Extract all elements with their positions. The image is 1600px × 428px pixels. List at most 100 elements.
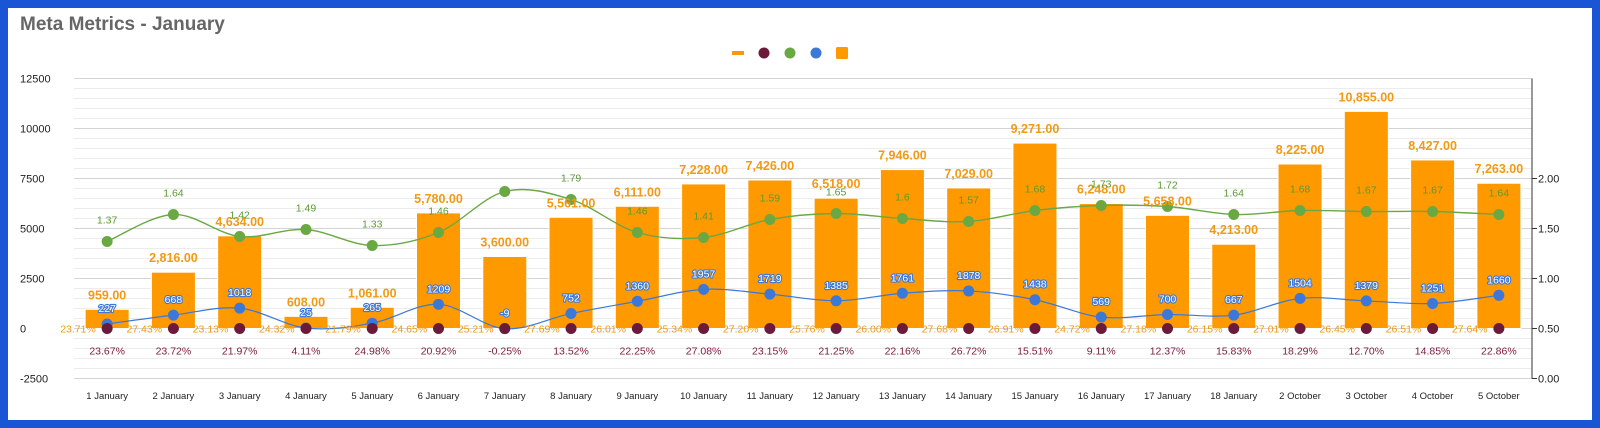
orange-percent-label: 24.32% — [259, 324, 295, 336]
x-tick-label: 9 January — [616, 391, 658, 402]
bar-value-label: 7,029.00 — [944, 167, 993, 181]
blue-value-label: 667 — [1225, 294, 1243, 306]
green-value-label: 1.67 — [1356, 185, 1377, 197]
orange-percent-label: 27.68% — [922, 324, 958, 336]
bar-value-label: 5,658.00 — [1143, 194, 1192, 208]
green-point — [234, 231, 246, 242]
green-value-label: 1.6 — [895, 192, 910, 204]
bar-value-label: 5,561.00 — [547, 196, 596, 210]
blue-line — [107, 288, 1499, 330]
bar-value-label: 608.00 — [287, 295, 325, 309]
blue-value-label: 1504 — [1288, 277, 1312, 289]
x-tick-label: 14 January — [945, 391, 992, 402]
chart-card: Meta Metrics - January 12500 10000 7500 500… — [8, 8, 1592, 420]
green-value-label: 1.73 — [1091, 179, 1112, 191]
green-value-label: 1.57 — [958, 195, 979, 207]
bar — [614, 205, 660, 329]
blue-value-label: 569 — [1092, 296, 1110, 308]
green-point — [433, 227, 444, 238]
orange-percent-label: 26.00% — [855, 324, 891, 336]
maroon-point — [101, 323, 113, 334]
green-point — [1294, 205, 1306, 216]
orange-percent-label: 23.71% — [60, 324, 96, 336]
green-value-label: 1.37 — [97, 215, 118, 227]
orange-percent-label: 24.72% — [1054, 324, 1090, 336]
x-tick-label: 8 January — [550, 391, 592, 402]
percent-row-label: 23.15% — [752, 346, 788, 358]
maroon-dot-series — [101, 323, 1505, 334]
x-tick-label: 12 January — [813, 391, 860, 402]
maroon-point — [1427, 323, 1439, 334]
blue-point — [631, 295, 643, 307]
orange-percent-label: 23.13% — [193, 324, 229, 336]
maroon-point — [830, 323, 842, 334]
orange-percent-label: 24.65% — [392, 324, 428, 336]
green-value-label: 1.41 — [693, 211, 714, 223]
percent-row-label: 21.97% — [222, 346, 258, 358]
blue-value-label: 1438 — [1023, 279, 1047, 291]
bar — [946, 187, 992, 329]
y-left-tick-label: 2500 — [20, 274, 44, 286]
bar-value-label: 5,780.00 — [414, 192, 463, 206]
legend-swatch-dot — [810, 47, 822, 59]
blue-line-series — [101, 283, 1505, 335]
green-value-label: 1.68 — [1290, 184, 1311, 196]
x-tick-label: 5 January — [351, 391, 393, 402]
green-value-label: 1.46 — [428, 206, 449, 218]
maroon-point — [896, 323, 908, 334]
green-point — [1360, 206, 1372, 217]
bar — [747, 179, 793, 329]
x-tick-label: 5 October — [1478, 391, 1520, 402]
blue-point — [565, 307, 577, 319]
blue-value-label: 1360 — [626, 280, 650, 292]
percent-row-label: 23.67% — [89, 346, 125, 358]
green-point — [101, 236, 113, 247]
x-tick-label: 16 January — [1078, 391, 1125, 402]
y-right-tick-label: 0.50 — [1538, 324, 1559, 336]
green-point — [963, 216, 975, 227]
maroon-point — [366, 323, 378, 334]
orange-percent-label: 26.45% — [1319, 324, 1355, 336]
orange-percent-label: 26.01% — [590, 324, 626, 336]
green-point — [499, 186, 511, 197]
x-tick-label: 1 January — [86, 391, 128, 402]
green-point — [764, 214, 776, 225]
blue-value-label: 25 — [300, 307, 312, 319]
green-line-series — [101, 186, 1505, 251]
maroon-point — [631, 323, 643, 334]
blue-point — [830, 295, 842, 307]
percent-row-label: 15.51% — [1017, 346, 1053, 358]
green-point — [896, 213, 908, 224]
bar-value-label: 3,600.00 — [480, 236, 529, 250]
green-value-label: 1.64 — [1224, 188, 1245, 200]
x-tick-label: 4 January — [285, 391, 327, 402]
green-point — [1029, 205, 1041, 216]
x-axis: 1 January 2 January 3 January 4 January 5 Ja… — [86, 391, 1519, 402]
maroon-point — [167, 323, 179, 334]
x-tick-label: 13 January — [879, 391, 926, 402]
green-value-label: 1.59 — [760, 193, 781, 205]
bar-value-label: 8,427.00 — [1408, 139, 1457, 153]
green-value-label: 1.79 — [561, 173, 582, 185]
percent-row-label: 15.83% — [1216, 346, 1252, 358]
y-left-tick-label: -2500 — [20, 374, 48, 386]
blue-value-label: 1251 — [1421, 282, 1445, 294]
bar-value-label: 7,426.00 — [746, 159, 795, 173]
percent-row-label: 27.08% — [686, 346, 722, 358]
maroon-point — [499, 323, 511, 334]
bar-value-label: 6,518.00 — [812, 177, 861, 191]
orange-percent-label: 26.91% — [988, 324, 1024, 336]
maroon-point — [565, 323, 577, 334]
bar-value-label: 7,263.00 — [1475, 162, 1524, 176]
bar — [217, 235, 263, 330]
green-point — [1162, 201, 1173, 212]
orange-percent-label: 26.15% — [1187, 324, 1223, 336]
legend-swatch-square — [836, 47, 848, 59]
bar — [879, 169, 925, 329]
y-left-tick-label: 10000 — [20, 124, 51, 136]
orange-percent-label: 25.76% — [789, 324, 825, 336]
blue-point — [1162, 309, 1173, 320]
blue-point — [1095, 311, 1107, 323]
bar-value-label: 7,228.00 — [679, 163, 728, 177]
percent-row-label: 22.16% — [885, 346, 921, 358]
